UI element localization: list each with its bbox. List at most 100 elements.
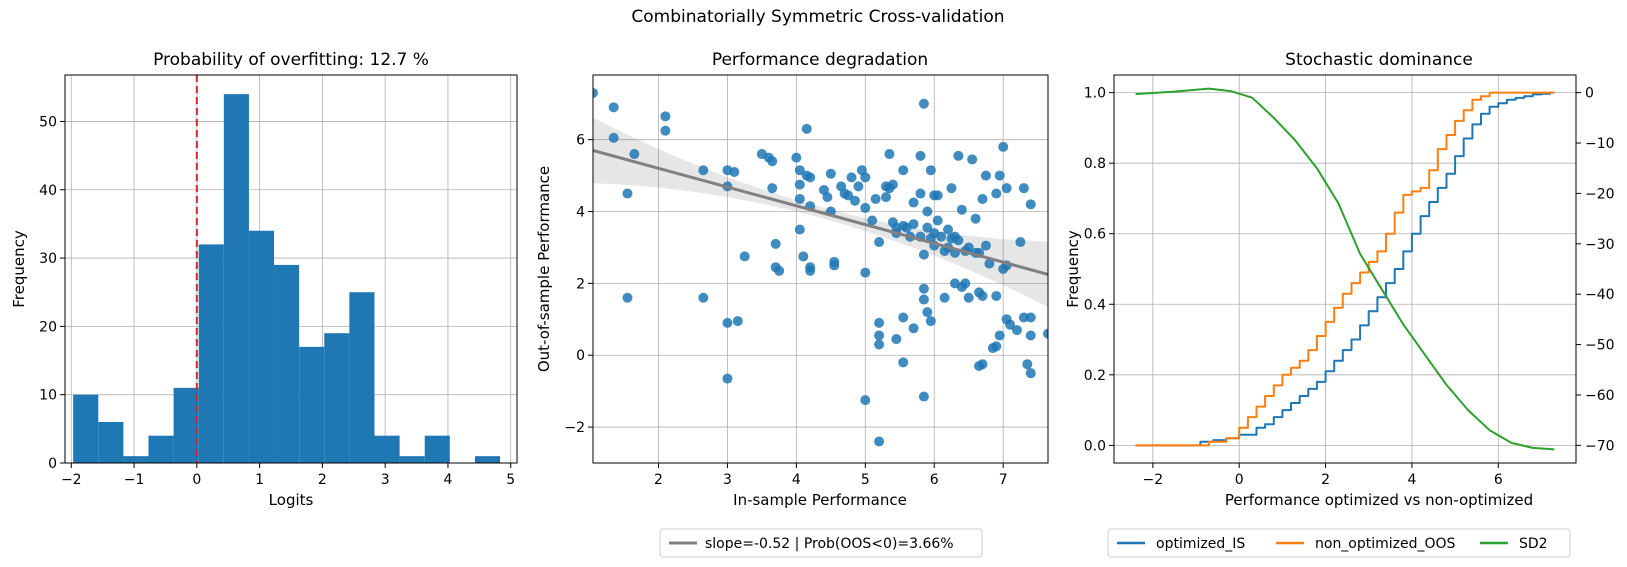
- scatter-point: [698, 165, 709, 176]
- histogram-ytick-label: 0: [48, 456, 57, 472]
- dominance-xtick-label: 0: [1235, 472, 1244, 488]
- dominance-xtick-label: 6: [1494, 472, 1503, 488]
- scatter-point: [1015, 237, 1026, 248]
- scatter-point: [622, 292, 633, 303]
- dominance-xtick-label: 4: [1407, 472, 1416, 488]
- scatter-point: [1001, 183, 1012, 194]
- scatter-point: [860, 202, 871, 213]
- scatter-point: [1005, 319, 1016, 330]
- scatter-point: [1025, 312, 1036, 323]
- scatter-point: [660, 111, 671, 122]
- histogram-bar: [324, 333, 350, 463]
- dominance-y2tick-label: −60: [1585, 388, 1615, 404]
- dominance-panel: Stochastic dominance Performance optimiz…: [1064, 50, 1615, 558]
- histogram-bar: [349, 292, 375, 463]
- scatter-point: [956, 204, 967, 215]
- scatter-ytick-label: −2: [564, 420, 585, 436]
- dominance-xtick-label: −2: [1143, 472, 1164, 488]
- scatter-title: Performance degradation: [712, 50, 928, 70]
- scatter-point: [898, 357, 909, 368]
- scatter-point: [660, 125, 671, 136]
- histogram-ytick-label: 20: [39, 319, 57, 335]
- scatter-point: [963, 292, 974, 303]
- legend-label-sd2: SD2: [1519, 536, 1548, 552]
- scatter-point: [946, 183, 957, 194]
- scatter-point: [991, 188, 1002, 199]
- histogram-bar: [474, 456, 501, 463]
- scatter-point: [1025, 199, 1036, 210]
- histogram-xlabel: Logits: [269, 491, 314, 509]
- scatter-point: [922, 206, 933, 217]
- histogram-xtick-label: 0: [192, 472, 201, 488]
- scatter-point: [729, 167, 740, 177]
- dominance-y2tick-label: −30: [1585, 237, 1615, 253]
- histogram-bar: [424, 435, 450, 463]
- scatter-point: [925, 316, 936, 327]
- histogram-xtick-label: 2: [318, 472, 327, 488]
- scatter-ytick-label: 4: [576, 205, 585, 221]
- histogram-ytick-label: 40: [39, 183, 57, 199]
- scatter-point: [629, 149, 640, 160]
- scatter-point: [1022, 359, 1033, 370]
- dominance-frame: [1113, 74, 1577, 464]
- scatter-points: [593, 87, 1048, 447]
- scatter-point: [977, 290, 988, 301]
- scatter-point: [918, 249, 929, 260]
- scatter-point: [732, 316, 743, 327]
- scatter-point: [932, 215, 943, 226]
- scatter-point: [918, 391, 929, 402]
- scatter-ytick-label: 2: [576, 276, 585, 292]
- histogram-bar: [198, 244, 224, 463]
- scatter-point: [918, 283, 929, 294]
- dominance-ytick-label: 0.0: [1084, 438, 1106, 454]
- histogram-panel: Probability of overfitting: 12.7 % Logit…: [10, 50, 518, 509]
- dominance-y2tick-label: −10: [1585, 136, 1615, 152]
- scatter-point: [925, 165, 936, 176]
- histogram-ytick-label: 30: [39, 251, 57, 267]
- dominance-ytick-label: 0.6: [1084, 227, 1106, 243]
- scatter-point: [936, 231, 947, 242]
- scatter-point: [991, 341, 1002, 352]
- dominance-y2tick-label: −70: [1585, 438, 1615, 454]
- scatter-point: [908, 197, 919, 208]
- scatter-point: [953, 150, 964, 161]
- dominance-ytick-label: 0.2: [1084, 368, 1106, 384]
- scatter-ytick-label: 6: [576, 133, 585, 149]
- series-line-sd2: [1135, 87, 1555, 451]
- scatter-xtick-label: 6: [930, 472, 939, 488]
- histogram-bar: [374, 435, 400, 463]
- scatter-point: [867, 215, 878, 226]
- scatter-point: [874, 330, 885, 341]
- scatter-point: [880, 192, 891, 203]
- histogram-bar: [73, 394, 99, 463]
- histogram-frame: [64, 74, 518, 464]
- scatter-xtick-label: 4: [792, 472, 801, 488]
- scatter-point: [860, 395, 871, 406]
- dominance-ytick-label: 0.4: [1084, 297, 1106, 313]
- scatter-point: [829, 260, 840, 271]
- scatter-point: [739, 251, 750, 262]
- scatter-point: [953, 235, 964, 246]
- histogram-xtick-label: −2: [61, 472, 82, 488]
- scatter-point: [822, 192, 833, 203]
- dominance-y2tick-label: 0: [1585, 86, 1594, 102]
- scatter-point: [1025, 330, 1036, 341]
- dominance-lines: [1135, 87, 1555, 451]
- scatter-point: [963, 242, 974, 253]
- regression-line: [593, 148, 1048, 276]
- histogram-bar: [248, 230, 275, 463]
- scatter-point: [908, 323, 919, 334]
- scatter-point: [801, 123, 812, 134]
- scatter-point: [970, 213, 981, 224]
- scatter-point: [874, 237, 885, 248]
- scatter-point: [991, 290, 1002, 301]
- scatter-point: [794, 179, 805, 190]
- histogram-bar: [148, 435, 174, 463]
- scatter-point: [622, 188, 633, 199]
- scatter-point: [977, 193, 988, 204]
- scatter-point: [608, 132, 619, 143]
- scatter-point: [884, 149, 895, 160]
- scatter-point: [977, 359, 988, 370]
- histogram-bar: [274, 264, 300, 463]
